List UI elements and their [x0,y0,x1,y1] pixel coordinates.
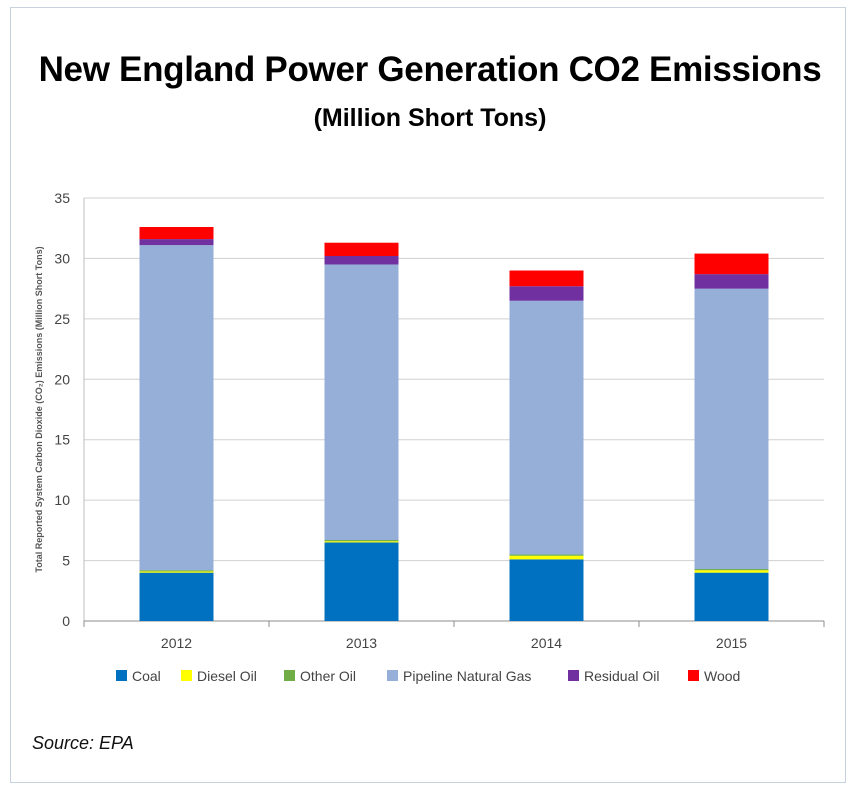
legend-swatch-other-oil [284,670,295,681]
bar-segment-residual-oil [509,286,584,301]
y-tick-label: 30 [54,250,70,266]
legend-swatch-coal [116,670,127,681]
bar-segment-other-oil [509,554,584,556]
bar-segment-wood [694,253,769,275]
bar-segment-other-oil [324,540,399,542]
legend-label: Diesel Oil [197,668,257,684]
legend-label: Coal [132,668,161,684]
legend-label: Residual Oil [584,668,659,684]
legend-swatch-residual-oil [568,670,579,681]
y-tick-label: 15 [54,432,70,448]
bar-segment-coal [324,542,399,621]
x-tick-label: 2015 [716,635,747,651]
bar-segment-diesel-oil [324,541,399,543]
x-tick-label: 2013 [346,635,377,651]
y-axis-label: Total Reported System Carbon Dioxide (CO… [34,246,44,572]
bar-segment-pipeline-natural-gas [694,288,769,570]
legend-label: Other Oil [300,668,356,684]
bar-segment-coal [509,559,584,621]
y-tick-label: 10 [54,492,70,508]
bar-segment-pipeline-natural-gas [139,245,214,571]
legend-swatch-diesel-oil [181,670,192,681]
bar-segment-pipeline-natural-gas [324,264,399,541]
bar-segment-other-oil [694,569,769,571]
y-tick-label: 20 [54,371,70,387]
y-tick-label: 35 [54,190,70,206]
legend-swatch-wood [688,670,699,681]
y-tick-label: 25 [54,311,70,327]
x-tick-label: 2012 [161,635,192,651]
bar-segment-residual-oil [694,274,769,289]
y-tick-label: 5 [62,553,70,569]
bar-segment-diesel-oil [694,570,769,573]
bar-segment-residual-oil [324,256,399,265]
legend-label: Wood [704,668,740,684]
bar-segment-diesel-oil [509,555,584,560]
bar-segment-coal [694,572,769,621]
x-tick-label: 2014 [531,635,562,651]
y-tick-label: 0 [62,613,70,629]
bar-segment-other-oil [139,570,214,572]
bar-segment-wood [139,227,214,240]
bar-segment-wood [324,242,399,257]
bar-segment-diesel-oil [139,571,214,573]
legend-label: Pipeline Natural Gas [403,668,531,684]
bar-segment-pipeline-natural-gas [509,300,584,555]
legend-swatch-pipeline-natural-gas [387,670,398,681]
chart-subtitle: (Million Short Tons) [313,104,547,132]
chart-title: New England Power Generation CO2 Emissio… [38,50,822,89]
bar-segment-wood [509,270,584,287]
bar-segment-coal [139,572,214,621]
source-note: Source: EPA [32,733,134,753]
bar-segment-residual-oil [139,239,214,246]
